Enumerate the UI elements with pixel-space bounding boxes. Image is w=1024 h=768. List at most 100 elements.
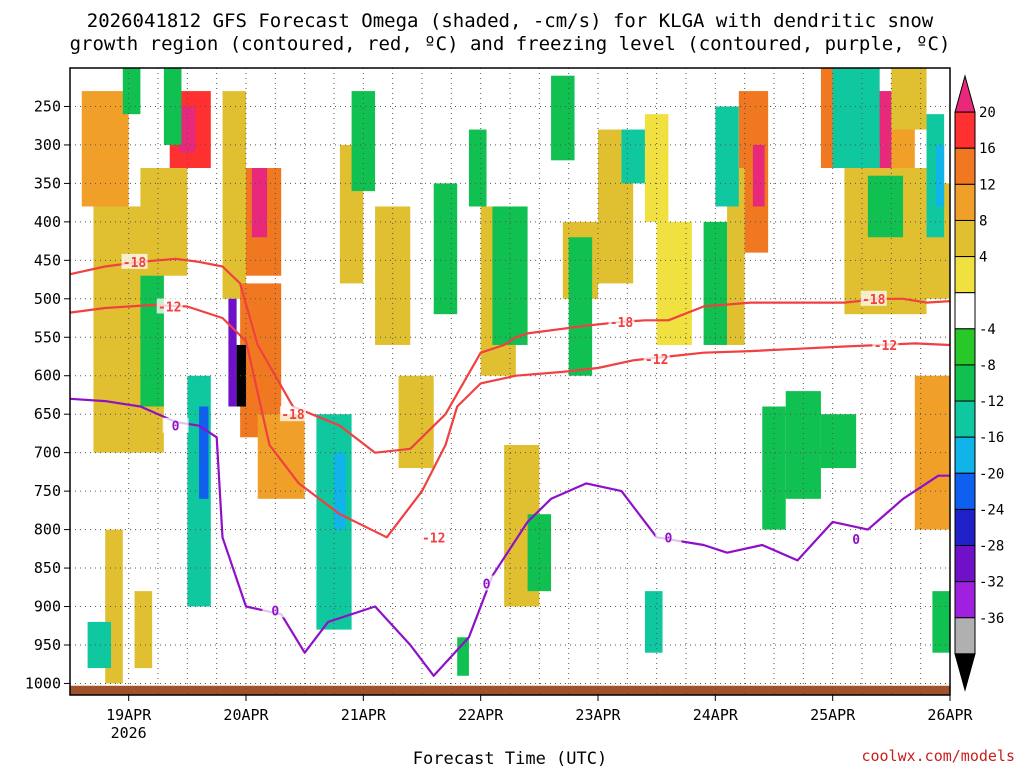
dgz-minus18-contour-label: -18 — [610, 316, 634, 331]
plot-area — [70, 68, 950, 695]
x-axis-title: Forecast Time (UTC) — [413, 749, 607, 768]
colorbar-label: -32 — [979, 575, 1004, 591]
colorbar-swatch — [954, 256, 976, 294]
freezing-level-contour-label-bg — [843, 530, 870, 546]
colorbar-swatch — [954, 472, 976, 510]
omega-cell — [375, 206, 411, 345]
colorbar-label: 4 — [979, 250, 987, 266]
colorbar-label: -12 — [979, 394, 1004, 410]
freezing-level-contour-label-bg — [262, 602, 289, 618]
dgz-minus18-contour-label-bg — [279, 406, 306, 422]
omega-cell — [228, 298, 237, 407]
colorbar-swatch — [954, 183, 976, 221]
colorbar-swatch — [954, 436, 976, 474]
x-tick-label: 26APR — [927, 706, 973, 724]
omega-cell — [251, 168, 268, 238]
y-tick-label: 550 — [34, 328, 61, 346]
omega-cell — [140, 275, 164, 407]
dgz-minus12-contour — [69, 303, 951, 539]
x-tick-label: 22APR — [458, 706, 504, 724]
omega-cell — [551, 75, 575, 161]
y-tick-label: 600 — [34, 367, 61, 385]
dgz-minus12-contour-label: -12 — [874, 339, 897, 354]
x-tick-label: 21APR — [341, 706, 387, 724]
colorbar-swatch — [954, 219, 976, 258]
dgz-minus18-contour-label-bg — [608, 313, 635, 329]
omega-cell — [935, 144, 945, 207]
omega-cell — [433, 183, 458, 315]
x-tick-label: 25APR — [810, 706, 856, 724]
colorbar-swatch — [954, 400, 976, 438]
colorbar-label: 16 — [979, 141, 996, 157]
omega-cell — [492, 206, 528, 345]
colorbar-swatch — [954, 292, 976, 330]
axis-labels: 250 300 350 400 450 500 550 600 650 700 750 800 850 9… — [25, 97, 974, 742]
omega-cell — [621, 129, 645, 184]
colorbar-label: 12 — [979, 177, 996, 193]
omega-cell — [932, 591, 950, 653]
omega-cell — [785, 391, 821, 499]
omega-cell — [179, 106, 196, 153]
dgz-minus18-contour-label: -18 — [123, 256, 147, 271]
colorbar-swatch — [954, 508, 976, 547]
y-tick-label: 800 — [34, 521, 61, 539]
grid-lines — [70, 68, 951, 695]
y-tick-label: 300 — [34, 136, 61, 154]
colorbar: 20 16 12 8 4 -4 -8 -12 -16 -20 -24 -28 -32 -36 — [954, 74, 1004, 692]
omega-cell — [236, 344, 246, 407]
y-tick-label: 250 — [34, 97, 61, 115]
colorbar-swatch — [954, 147, 976, 185]
omega-cell — [334, 452, 346, 530]
dgz-minus18-contour-label-bg — [121, 253, 148, 269]
omega-cell — [122, 68, 141, 115]
x-tick-label: 24APR — [693, 706, 739, 724]
omega-cell — [468, 129, 487, 207]
y-tick-label: 900 — [34, 598, 61, 616]
omega-cell — [832, 68, 880, 169]
omega-cell — [891, 68, 927, 130]
freezing-level-contour-label-bg — [655, 529, 682, 545]
omega-cell — [752, 144, 765, 207]
omega-cell — [199, 406, 209, 499]
x-tick-label: 20APR — [223, 706, 269, 724]
watermark: coolwx.com/models — [861, 747, 1015, 765]
freezing-level-contour-label: 0 — [172, 420, 180, 435]
colorbar-label: -16 — [979, 430, 1004, 446]
y-tick-label: 350 — [34, 174, 61, 192]
y-tick-label: 650 — [34, 405, 61, 423]
dgz-minus12-contour-label: -12 — [158, 300, 181, 315]
freezing-level-contour-label: 0 — [852, 533, 860, 548]
omega-cell — [163, 68, 182, 145]
colorbar-swatch — [954, 545, 976, 583]
omega-cell — [644, 591, 663, 653]
omega-cell — [727, 168, 745, 345]
omega-cell — [457, 637, 469, 676]
colorbar-swatch — [954, 581, 976, 619]
colorbar-label: -28 — [979, 539, 1004, 555]
colorbar-label: 20 — [979, 105, 996, 121]
omega-cell — [351, 91, 376, 192]
colorbar-label: -36 — [979, 611, 1004, 627]
y-tick-label: 500 — [34, 290, 61, 308]
colorbar-swatch — [954, 617, 976, 655]
freezing-level-contour-label-bg — [162, 417, 189, 433]
freezing-level-contour-label: 0 — [664, 531, 672, 546]
omega-cell — [568, 237, 593, 376]
y-tick-label: 750 — [34, 482, 61, 500]
colorbar-swatch — [954, 364, 976, 402]
freezing-level-contour-label-bg — [473, 575, 500, 591]
y-tick-label: 700 — [34, 444, 61, 462]
colorbar-label: 8 — [979, 213, 987, 229]
chart-title-line1: 2026041812 GFS Forecast Omega (shaded, -… — [87, 10, 934, 32]
dgz-minus18-contour-label: -18 — [281, 408, 305, 423]
dgz-minus12-contour-label: -12 — [645, 353, 668, 368]
colorbar-label: -20 — [979, 466, 1004, 482]
dgz-minus18-contour-label-bg — [860, 290, 887, 306]
colorbar-swatch — [954, 111, 976, 149]
dgz-minus12-contour-label-bg — [872, 336, 899, 352]
x-tick-label: 23APR — [575, 706, 621, 724]
omega-cell — [820, 414, 857, 469]
colorbar-label: -24 — [979, 502, 1004, 518]
omega-cell — [398, 375, 434, 469]
omega-cell — [527, 514, 552, 592]
